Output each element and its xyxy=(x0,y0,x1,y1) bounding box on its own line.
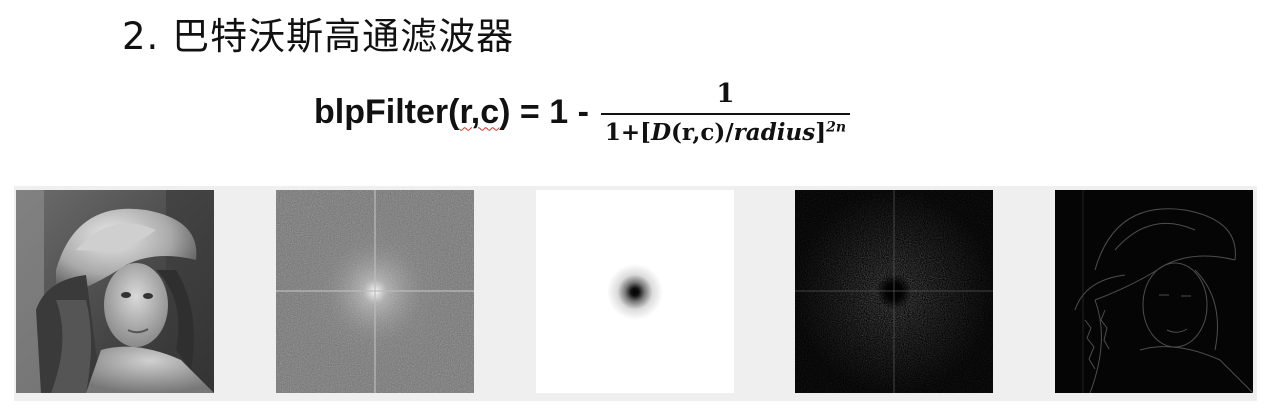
formula-numerator: 1 xyxy=(716,78,735,109)
highpass-result-image xyxy=(1055,190,1253,393)
formula-function-name: blpFilter( xyxy=(314,92,460,131)
highpass-result-panel xyxy=(1055,190,1253,393)
formula-equals-one-minus: ) = 1 - xyxy=(499,92,589,131)
filtered-spectrum-image xyxy=(795,190,993,393)
formula-fraction: 1 1+[D(r,c)/radius]2n xyxy=(600,78,850,146)
filtered-spectrum-panel xyxy=(795,190,993,393)
den-prefix: 1+[ xyxy=(604,118,652,146)
original-photo-panel xyxy=(16,190,214,393)
filter-formula: blpFilter(r,c) = 1 - 1 1+[D(r,c)/radius]… xyxy=(314,72,850,152)
den-radius: radius xyxy=(733,118,816,146)
den-bracket: ] xyxy=(815,118,827,146)
formula-denominator: 1+[D(r,c)/radius]2n xyxy=(600,112,850,146)
fourier-spectrum-image xyxy=(276,190,474,393)
den-D: D xyxy=(651,118,672,146)
original-photo-image xyxy=(16,190,214,393)
section-heading: 2. 巴特沃斯高通滤波器 xyxy=(122,15,515,58)
filter-mask-image xyxy=(536,190,734,393)
formula-lhs: blpFilter(r,c) = 1 - xyxy=(314,93,589,132)
den-args: (r,c) xyxy=(671,118,726,146)
formula-args: r,c xyxy=(459,92,500,131)
den-slash: / xyxy=(725,118,734,146)
filter-mask-panel xyxy=(536,190,734,393)
den-exponent: 2n xyxy=(826,118,846,135)
fourier-spectrum-panel xyxy=(276,190,474,393)
